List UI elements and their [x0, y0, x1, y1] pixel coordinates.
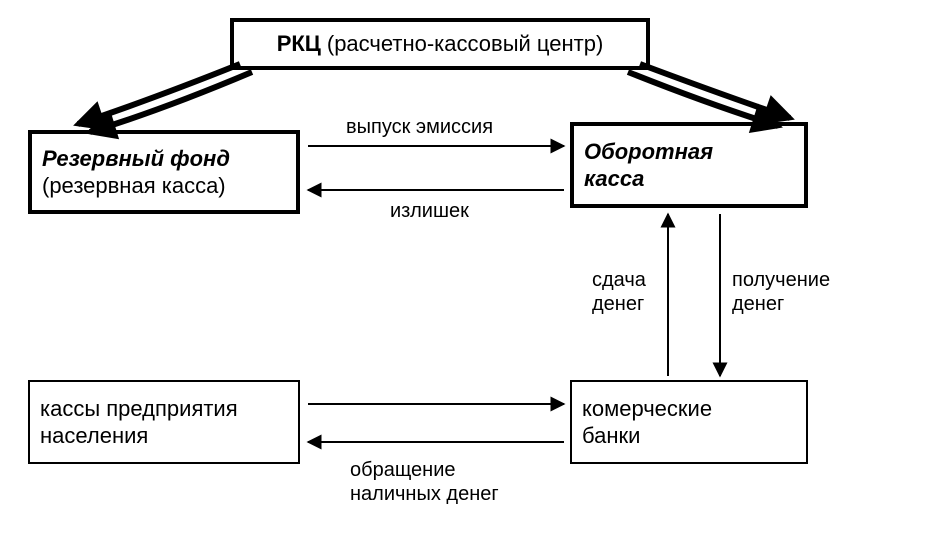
label-obrashchenie-l2: наличных денег — [350, 482, 499, 506]
label-poluchenie-l1: получение — [732, 268, 830, 292]
edge-rkc-oborot-a — [640, 64, 790, 118]
node-reserve-line1: Резервный фонд — [42, 145, 286, 173]
node-oborot-line1: Оборотная — [584, 138, 794, 166]
node-reserve: Резервный фонд (резервная касса) — [28, 130, 300, 214]
label-sdacha-l1: сдача — [592, 268, 646, 292]
node-rkc: РКЦ (расчетно-кассовый центр) — [230, 18, 650, 70]
label-obrashchenie-l1: обращение — [350, 458, 499, 482]
node-oborot: Оборотная касса — [570, 122, 808, 208]
node-reserve-line2: (резервная касса) — [42, 172, 286, 200]
node-oborot-line2: касса — [584, 165, 794, 193]
node-banks-line2: банки — [582, 422, 796, 450]
label-poluchenie: получение денег — [732, 268, 830, 316]
diagram-canvas: РКЦ (расчетно-кассовый центр) Резервный … — [0, 0, 936, 552]
edge-rkc-reserve-b — [90, 72, 252, 132]
label-obrashchenie: обращение наличных денег — [350, 458, 499, 506]
node-kassy-line2: населения — [40, 422, 288, 450]
node-rkc-title: РКЦ — [277, 30, 321, 58]
label-sdacha-l2: денег — [592, 292, 646, 316]
label-poluchenie-l2: денег — [732, 292, 830, 316]
node-banks-line1: комерческие — [582, 395, 796, 423]
label-izlishek: излишек — [390, 200, 469, 223]
node-kassy-line1: кассы предприятия — [40, 395, 288, 423]
edge-rkc-reserve-a — [78, 64, 240, 124]
node-banks: комерческие банки — [570, 380, 808, 464]
label-vypusk: выпуск эмиссия — [346, 116, 493, 139]
edge-rkc-oborot-b — [628, 72, 778, 126]
label-sdacha: сдача денег — [592, 268, 646, 316]
node-kassy: кассы предприятия населения — [28, 380, 300, 464]
node-rkc-subtitle: (расчетно-кассовый центр) — [327, 30, 603, 58]
